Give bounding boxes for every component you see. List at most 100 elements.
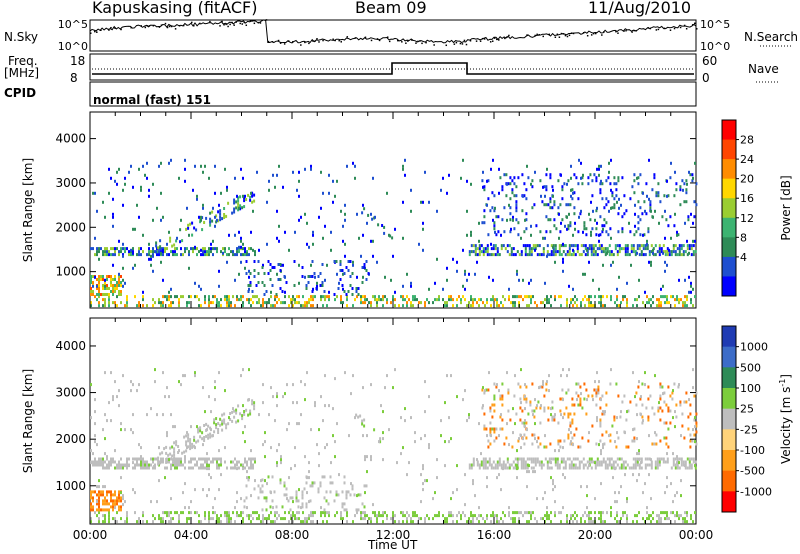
vel-cell	[436, 458, 438, 462]
vel-cell	[258, 517, 260, 521]
vel-cell	[146, 520, 148, 524]
vel-cell	[382, 520, 384, 524]
power-cell	[262, 301, 264, 305]
vel-cell	[661, 385, 664, 389]
power-cell	[673, 224, 676, 228]
vel-cell	[207, 436, 210, 440]
vel-cell	[594, 461, 596, 465]
power-cell	[528, 247, 531, 251]
vel-cell	[668, 517, 670, 521]
power-cell	[600, 301, 602, 305]
power-cell	[250, 230, 252, 234]
vel-cell	[617, 436, 620, 440]
vel-cell	[544, 514, 546, 518]
vel-cell	[343, 481, 346, 485]
power-cell	[666, 250, 669, 254]
vel-cell	[254, 479, 256, 483]
vel-cell	[501, 403, 504, 407]
vel-cell	[165, 460, 168, 464]
power-cell	[319, 272, 322, 275]
power-cell	[501, 185, 504, 189]
vel-cell	[632, 466, 635, 470]
vel-cell	[688, 460, 691, 464]
vel-cell	[184, 466, 186, 470]
vel-cell	[276, 461, 278, 465]
power-cell	[358, 236, 360, 240]
power-cell	[617, 176, 620, 180]
colorbar-tick-label: 4	[740, 251, 747, 264]
power-cell	[367, 272, 370, 275]
vel-cell	[507, 388, 510, 392]
vel-cell	[362, 511, 364, 515]
power-cell	[558, 253, 561, 257]
power-cell	[200, 164, 202, 168]
vel-cell	[493, 409, 496, 413]
velocity-heatmap	[90, 368, 698, 524]
vel-cell	[548, 517, 550, 521]
vel-cell	[578, 460, 581, 464]
vel-cell	[559, 439, 562, 443]
power-cell	[367, 213, 370, 217]
power-cell	[244, 247, 246, 251]
power-cell	[340, 298, 342, 302]
vel-cell	[582, 457, 585, 461]
power-cell	[202, 170, 204, 174]
vel-cell	[118, 490, 120, 494]
vel-cell	[670, 466, 673, 470]
vel-cell	[202, 457, 204, 461]
vel-cell	[532, 413, 534, 417]
vel-cell	[692, 386, 694, 390]
power-cell	[598, 244, 601, 248]
power-cell	[124, 281, 126, 285]
vel-cell	[106, 457, 108, 461]
power-cell	[568, 212, 570, 216]
power-cell	[610, 250, 613, 254]
power-cell	[636, 298, 638, 302]
colorbar-swatch	[722, 491, 736, 513]
power-cell	[599, 233, 602, 237]
power-cell	[108, 293, 110, 296]
power-cell	[658, 247, 661, 251]
power-cell	[249, 198, 252, 202]
power-cell	[623, 194, 626, 198]
power-cell	[224, 247, 226, 251]
vel-cell	[514, 463, 517, 467]
vel-cell	[532, 457, 535, 461]
vel-cell	[456, 488, 458, 492]
vel-cell	[175, 440, 178, 444]
vel-cell	[436, 514, 438, 518]
vel-cell	[476, 460, 479, 464]
power-cell	[228, 295, 230, 299]
vel-cell	[235, 420, 238, 424]
vel-cell	[666, 460, 669, 464]
power-cell	[160, 161, 162, 165]
power-cell	[98, 275, 100, 278]
power-cell	[170, 304, 172, 308]
power-cell	[250, 247, 252, 251]
freq-trace	[92, 62, 694, 75]
vel-cell	[494, 466, 497, 470]
vel-cell	[102, 508, 104, 512]
vel-cell	[550, 466, 553, 470]
power-cell	[306, 304, 308, 308]
power-cell	[496, 304, 498, 308]
power-cell	[511, 191, 514, 195]
vel-cell	[253, 404, 256, 408]
vel-cell	[104, 460, 106, 464]
power-cell	[668, 253, 671, 257]
power-cell	[343, 272, 346, 275]
vel-cell	[659, 394, 662, 398]
vel-cell	[194, 374, 196, 378]
power-cell	[314, 275, 316, 279]
power-cell	[324, 278, 326, 282]
power-cell	[162, 215, 164, 219]
power-cell	[577, 197, 580, 201]
power-cell	[664, 253, 667, 257]
noise-dot	[168, 25, 171, 28]
power-cell	[578, 215, 580, 219]
vel-cell	[373, 428, 376, 432]
vel-cell	[661, 409, 664, 413]
vel-cell	[182, 374, 184, 378]
vel-cell	[240, 463, 242, 467]
vel-cell	[114, 380, 116, 384]
